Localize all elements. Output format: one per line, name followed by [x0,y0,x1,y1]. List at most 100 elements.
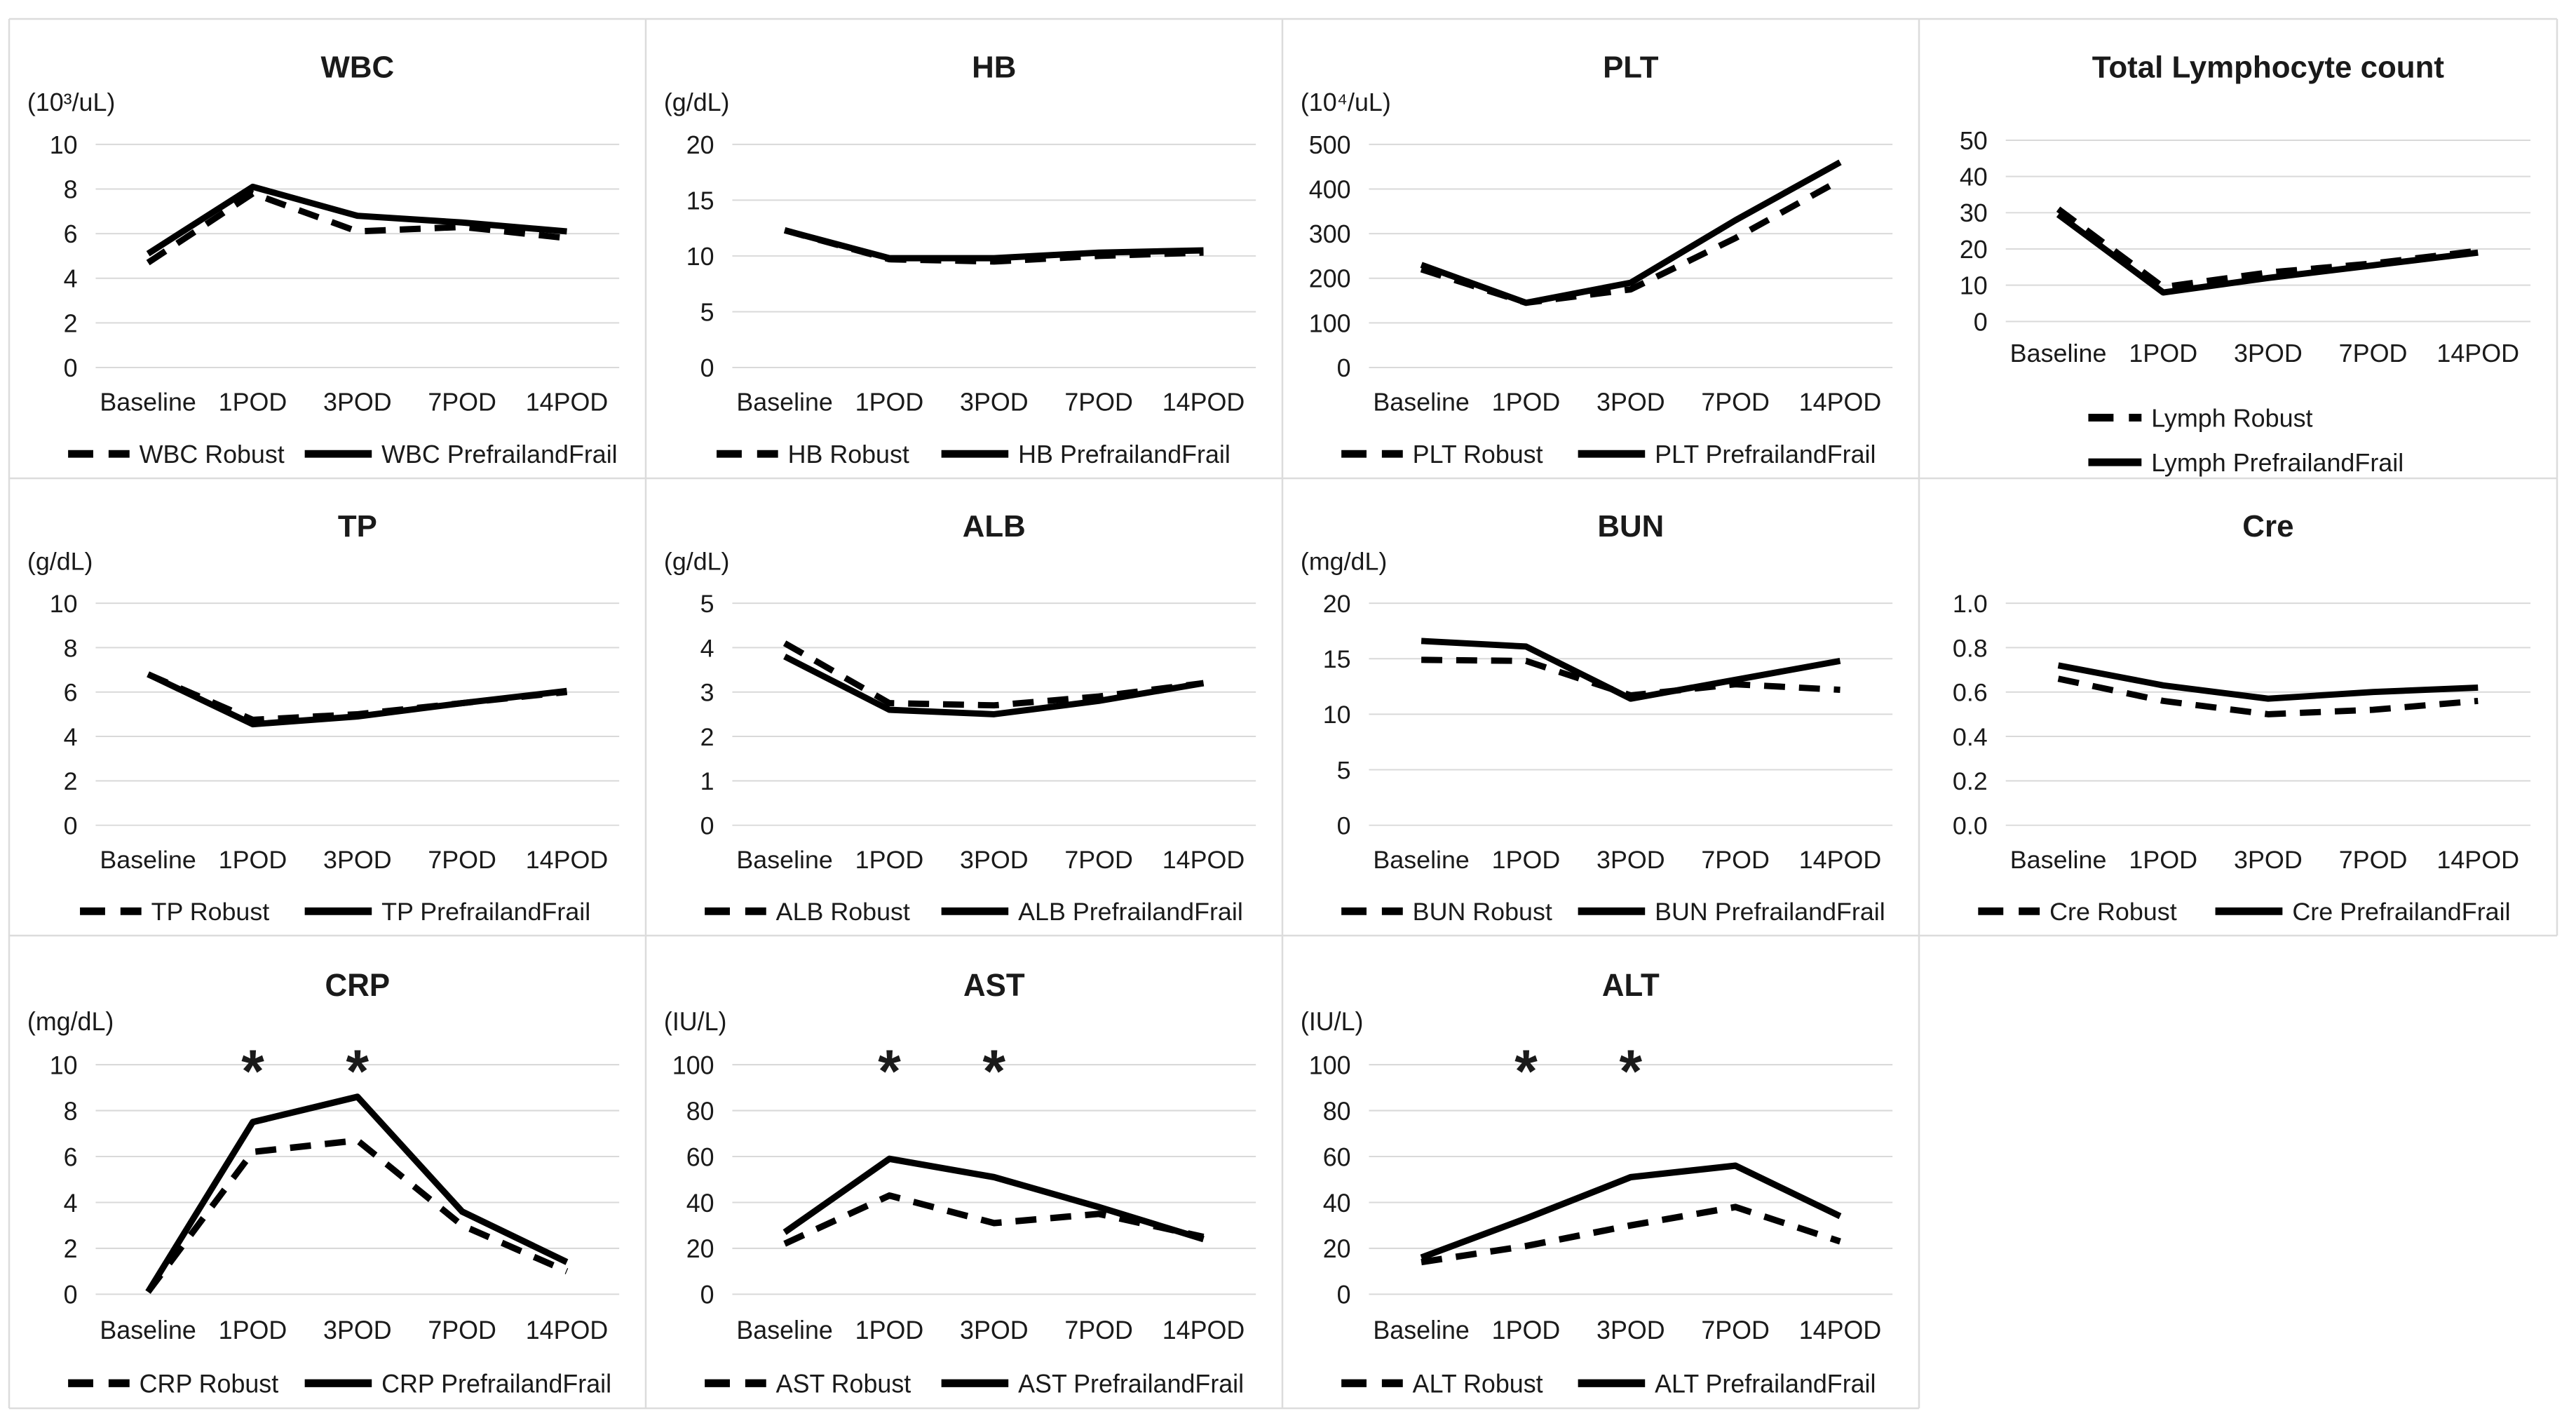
chart-title: PLT [1603,50,1659,85]
x-axis-label: 7POD [1064,389,1133,417]
x-axis-label: 3POD [2234,339,2303,368]
axis-unit-label: (g/dL) [664,88,730,116]
legend-label: BUN PrefrailandFrail [1655,898,1885,926]
x-axis-label: 14POD [2436,339,2519,368]
y-tick-label: 15 [686,187,714,215]
y-tick-label: 10 [686,243,714,271]
chart-plt: PLT (10⁴/uL) 500 400 300 200 100 0 Baseline 1POD 3… [1301,50,1893,468]
x-axis-label: 7POD [428,846,496,874]
legend-label: BUN Robust [1413,898,1552,926]
y-tick-label: 1 [700,767,714,795]
x-axis-label: 14POD [1799,1315,1882,1344]
chart-title: ALT [1602,968,1660,1003]
y-tick-label: 400 [1309,175,1351,203]
y-tick-label: 3 [700,679,714,707]
x-axis-label: 1POD [219,1315,287,1344]
x-axis-label: 7POD [1701,1315,1770,1344]
significance-asterisk: * [983,1037,1006,1105]
x-axis-label: 1POD [1492,389,1561,417]
legend-label: CRP PrefrailandFrail [381,1369,611,1398]
y-tick-label: 100 [1309,1051,1351,1080]
chart-title: HB [972,50,1016,85]
series-line-prefrail-and-frail [146,183,567,257]
y-tick-label: 80 [1323,1096,1351,1126]
legend-label: PLT Robust [1413,440,1543,468]
chart-wbc: WBC (10³/uL) 10 8 6 4 2 0 Baseline 1POD 3POD 7POD 14… [27,50,620,468]
series-line-prefrail-and-frail [1420,1162,1842,1261]
x-axis-label: Baseline [100,846,196,874]
y-tick-label: 0 [700,1280,714,1309]
x-axis-label: 1POD [2129,846,2197,874]
chart-cell-alt: ALT (IU/L) 100 80 60 40 20 0 Baseline 1POD 3POD 7PO… [1284,937,1918,1407]
legend-label: Cre Robust [2049,898,2177,926]
legend-label: CRP Robust [140,1369,279,1398]
x-axis-label: 7POD [1064,1315,1133,1344]
y-tick-label: 10 [1323,701,1351,729]
chart-crp: CRP (mg/dL) 10 8 6 4 2 0 Baseline 1POD 3POD 7POD 14P… [27,968,620,1398]
y-tick-label: 0 [1974,308,1988,336]
y-tick-label: 10 [50,131,78,159]
chart-cell-tp: TP (g/dL) 10 8 6 4 2 0 Baseline 1POD 3POD 7POD 14POD… [11,480,644,934]
chart-bun: BUN (mg/dL) 20 15 10 5 0 Baseline 1POD 3POD 7POD 14… [1301,509,1893,926]
x-axis-label: Baseline [2010,339,2107,368]
x-axis-label: 3POD [323,846,392,874]
x-axis-label: 14POD [526,1315,609,1344]
x-axis-label: 1POD [1492,846,1561,874]
chart-cell-cre: Cre 1.0 0.8 0.6 0.4 0.2 0.0 Baseline 1POD 3POD 7PO… [1920,480,2556,934]
y-tick-label: 8 [64,1096,78,1126]
y-tick-label: 40 [1960,163,1988,191]
x-axis-label: 7POD [428,1315,496,1344]
series-line-prefrail-and-frail [783,227,1204,262]
x-axis-label: 14POD [2436,846,2519,874]
y-tick-label: 2 [64,309,78,337]
y-tick-label: 0 [1337,354,1351,382]
y-tick-label: 100 [1309,309,1351,337]
y-tick-label: 50 [1960,127,1988,155]
x-axis-label: 14POD [526,846,609,874]
x-axis-label: 7POD [1701,389,1770,417]
y-tick-label: 0.8 [1953,634,1988,662]
series-line-robust [145,1137,569,1294]
x-axis-label: 3POD [1597,1315,1665,1344]
y-tick-label: 10 [50,1051,78,1080]
legend-label: PLT PrefrailandFrail [1655,440,1876,468]
chart-title: ALB [963,509,1026,544]
y-tick-label: 6 [64,679,78,707]
y-tick-label: 0.0 [1953,812,1988,840]
x-axis-label: 14POD [1162,389,1245,417]
y-tick-label: 20 [686,131,714,159]
y-tick-label: 0 [64,812,78,840]
legend-label: Lymph Robust [2151,405,2312,433]
y-tick-label: 5 [1337,756,1351,784]
x-axis-label: Baseline [2010,846,2107,874]
y-tick-label: 6 [64,1142,78,1172]
significance-asterisk: * [241,1037,264,1105]
chart-title: BUN [1597,509,1664,544]
chart-cell-ast: AST (IU/L) 100 80 60 40 20 0 Baseline 1POD 3POD 7PO… [647,937,1281,1407]
y-tick-label: 4 [700,634,714,662]
series-line-robust [2056,206,2479,290]
x-axis-label: 1POD [855,846,924,874]
axis-unit-label: (IU/L) [1301,1007,1364,1037]
series-line-robust [146,190,567,266]
legend-label: TP PrefrailandFrail [381,898,590,926]
chart-title: Total Lymphocyte count [2092,50,2445,85]
chart-cell-bun: BUN (mg/dL) 20 15 10 5 0 Baseline 1POD 3POD 7POD 14… [1284,480,1918,934]
y-tick-label: 4 [64,723,78,751]
legend-label: Lymph PrefrailandFrail [2151,449,2404,477]
chart-title: TP [338,509,377,544]
chart-tp: TP (g/dL) 10 8 6 4 2 0 Baseline 1POD 3POD 7POD 14POD… [27,509,620,926]
axis-unit-label: (mg/dL) [1301,548,1387,576]
chart-cell-crp: CRP (mg/dL) 10 8 6 4 2 0 Baseline 1POD 3POD 7POD 14P… [11,937,644,1407]
legend-label: TP Robust [151,898,270,926]
series-line-prefrail-and-frail [1421,638,1841,702]
chart-alb: ALB (g/dL) 5 4 3 2 1 0 Baseline 1POD 3POD 7POD 14POD… [664,509,1256,926]
legend-label: HB Robust [788,440,909,468]
y-tick-label: 60 [686,1142,714,1172]
axis-unit-label: (10⁴/uL) [1301,88,1391,116]
legend-label: ALT PrefrailandFrail [1655,1369,1876,1398]
x-axis-label: Baseline [1373,1315,1469,1344]
y-tick-label: 0 [1337,812,1351,840]
y-tick-label: 0.6 [1953,679,1988,707]
